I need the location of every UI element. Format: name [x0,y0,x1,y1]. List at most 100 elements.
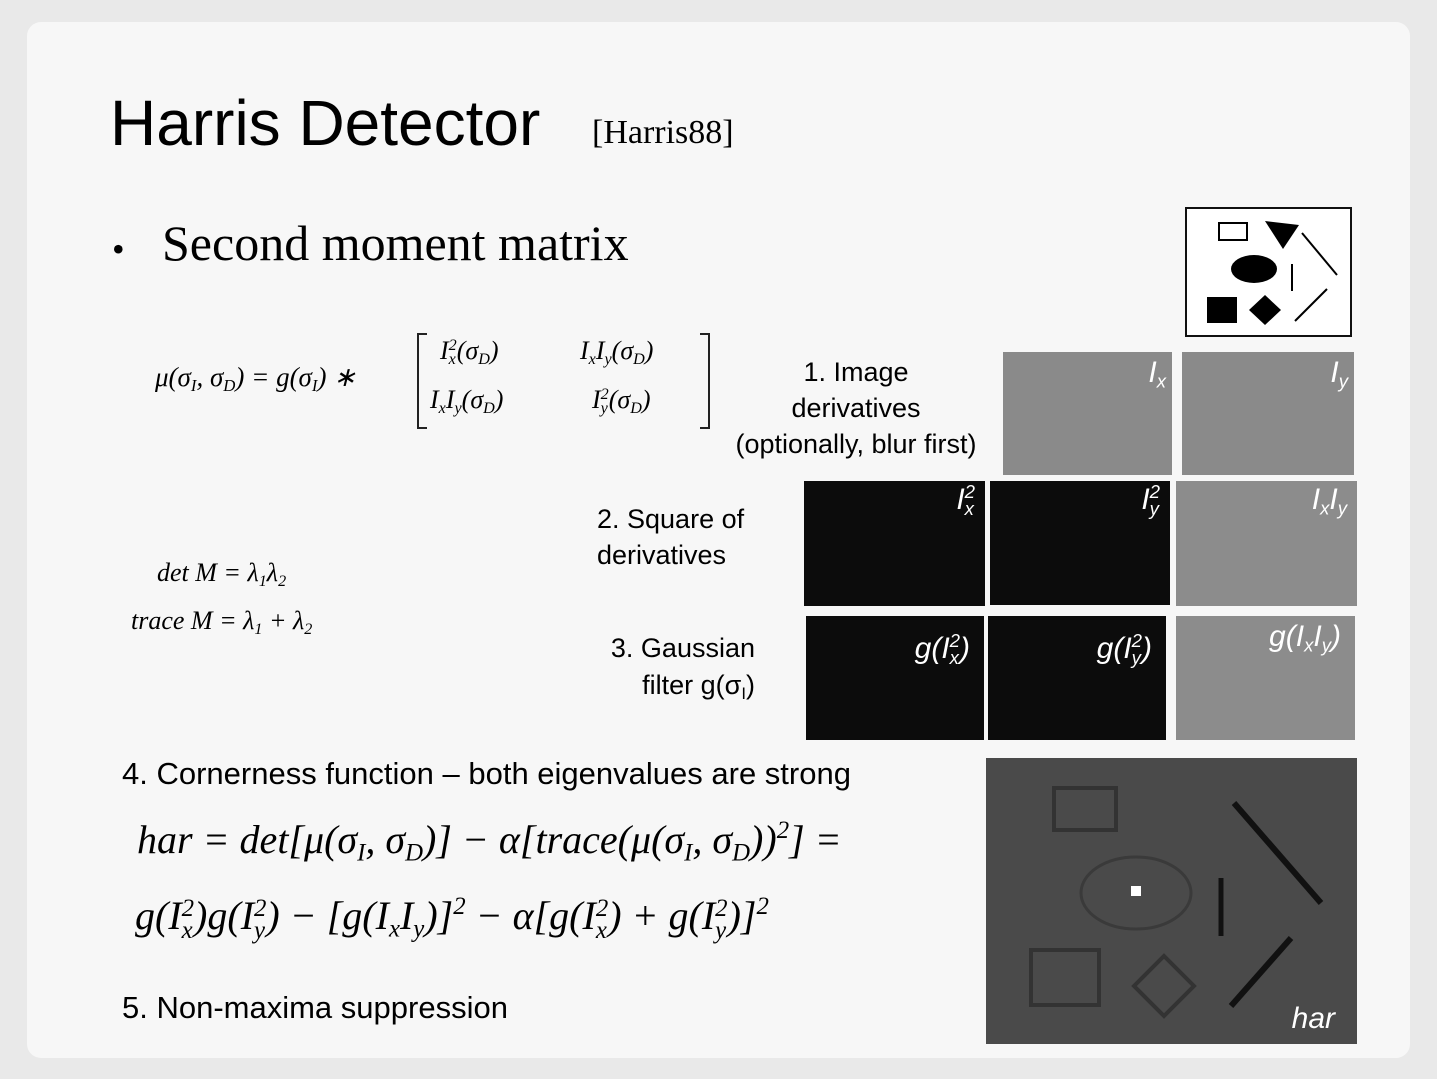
subscript: y [1149,498,1159,520]
text: (σ [456,336,479,365]
subscript: x [588,350,596,368]
subscript: D [478,350,490,368]
image-label: IxIy [1312,483,1347,520]
text: + λ [262,606,305,635]
text: trace M = λ [131,606,255,635]
text: I [595,336,605,365]
image-label: g(I 2 y) [1097,632,1152,667]
text: , σ [365,817,406,862]
superscript: 2 [600,385,609,403]
text: ) + g(I [608,893,716,938]
text: (σ [611,336,634,365]
subscript: x [181,916,193,944]
subscript: I [357,839,366,867]
text: I [430,385,439,414]
text: filter g(σ [642,670,742,700]
image-har: har [986,758,1357,1044]
superscript: 2 [1131,630,1142,652]
image-label: Ix [1148,356,1166,393]
text: )] [424,893,454,938]
text: I [399,893,414,938]
image-ix: Ix [1003,352,1172,475]
text: I [1141,483,1150,516]
subscript: y [454,399,462,417]
subscript: I [684,839,693,867]
text: ) [1142,632,1152,665]
superscript: 2 [181,894,195,922]
text: )] − α[trace(μ(σ [423,817,685,862]
step-3: 3. Gaussian filter g(σI) [590,630,755,712]
superscript: 2 [776,817,790,845]
superscript: 2 [715,894,728,922]
line: 3. Gaussian [590,630,755,667]
text: I [580,336,589,365]
text: I [445,385,455,414]
text: g(I [1096,632,1132,665]
step-5: 5. Non-maxima suppression [122,990,508,1025]
subscript: x [949,647,959,669]
text: ) [494,385,504,414]
superscript: 2 [254,894,267,922]
text: har = det[μ(σ [137,817,358,862]
subscript: 2 [278,572,287,590]
text: μ(σ [155,362,191,392]
det-formula: det M = λ1λ2 [157,558,286,591]
text: derivatives [791,393,921,423]
matrix-cell: I 2 x (σD) [440,336,499,369]
subscript: y [1337,497,1347,519]
image-shapes [1207,221,1338,325]
matrix-cell: IxIy(σD) [430,385,503,418]
text: ) − [g(I [266,893,389,938]
text: g(I [1269,620,1305,653]
bracket-left [417,333,427,429]
line: 2. Square of [597,501,744,537]
text: , σ [692,817,733,862]
text: I [1329,483,1338,516]
image-label: g(IxIy) [1269,620,1341,657]
text: I [956,483,965,516]
text: I [440,336,449,365]
subscript: y [600,400,608,418]
text: ) [1331,620,1341,653]
step-2: 2. Square of derivatives [597,501,744,573]
text: ) [746,670,755,700]
text: (optionally, blur first) [735,429,977,459]
text: ) [641,385,651,414]
title: Harris Detector [110,87,541,159]
superscript: 2 [453,893,466,921]
subscript: y [413,915,425,943]
text: ) ∗ [317,362,356,392]
subscript: x [388,915,400,943]
subscript: 1 [258,572,267,590]
subscript: x [438,399,446,417]
text: I [1330,356,1339,389]
subscript: y [604,350,612,368]
original-image [1185,207,1352,337]
subscript: y [715,916,727,944]
image-shapes [1029,786,1324,1019]
superscript: 2 [1149,481,1160,503]
subscript: y [254,916,266,944]
text: − α[g(I [465,893,596,938]
subscript: D [405,839,424,867]
har-line-2: g(I 2 x)g(I 2 y) − [g(IxIy)]2 − α[g(I 2 x) + g… [135,892,769,943]
superscript: 2 [949,630,960,652]
superscript: 2 [448,336,457,354]
text: ) [960,632,970,665]
subscript: I [741,684,746,704]
mu-formula: μ(σI, σD) = g(σI) ∗ [155,362,356,396]
superscript: 2 [756,893,769,921]
image-g-ix2: g(I 2 x) [806,616,984,740]
bullet-dot: • [112,229,125,269]
text: )] [727,893,757,938]
